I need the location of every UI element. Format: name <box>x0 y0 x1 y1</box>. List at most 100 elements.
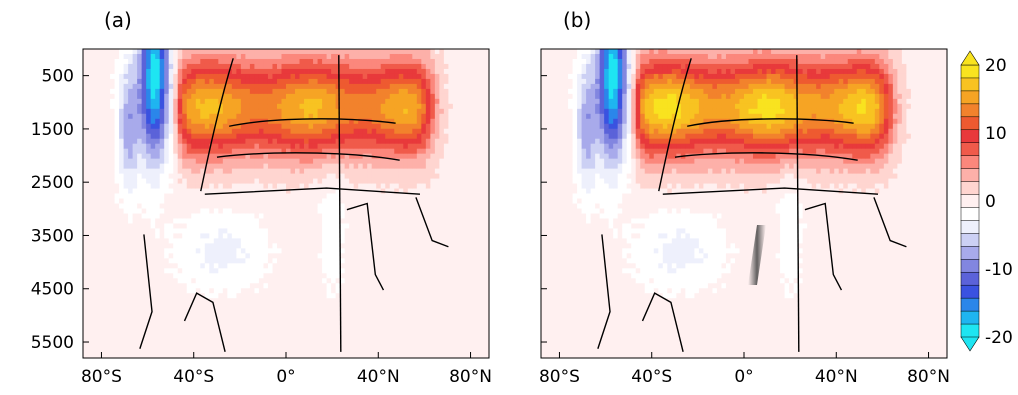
field-cell <box>425 233 431 239</box>
field-cell <box>304 153 309 160</box>
field-cell <box>367 138 373 145</box>
field-cell <box>439 258 445 264</box>
field-cell <box>146 173 152 179</box>
field-cell <box>195 53 201 60</box>
field-cell <box>123 298 129 304</box>
field-cell <box>164 253 170 259</box>
field-cell <box>367 288 373 294</box>
field-cell <box>394 113 400 120</box>
field-cell <box>276 283 282 289</box>
field-cell <box>407 83 413 90</box>
field-cell <box>101 278 106 284</box>
field-cell <box>146 238 152 244</box>
field-cell <box>272 293 278 299</box>
field-cell <box>331 273 337 279</box>
field-cell <box>137 203 143 209</box>
field-cell <box>87 208 93 214</box>
field-cell <box>137 88 143 95</box>
field-cell <box>258 208 264 214</box>
field-cell <box>403 283 409 289</box>
field-cell <box>191 78 197 85</box>
field-cell <box>92 138 97 145</box>
field-cell <box>443 49 449 55</box>
field-cell <box>92 283 97 289</box>
field-cell <box>389 173 395 179</box>
field-cell <box>222 128 228 135</box>
field-cell <box>96 223 102 229</box>
field-cell <box>389 318 395 324</box>
field-cell <box>389 343 395 349</box>
field-cell <box>430 338 436 344</box>
field-cell <box>222 268 228 274</box>
field-cell <box>204 103 210 110</box>
field-cell <box>141 73 147 80</box>
field-cell <box>182 273 188 279</box>
field-cell <box>389 193 395 199</box>
field-cell <box>87 158 93 165</box>
field-cell <box>137 188 143 194</box>
field-cell <box>83 278 88 284</box>
field-cell <box>137 228 143 234</box>
field-cell <box>430 273 436 279</box>
field-cell <box>164 318 170 324</box>
field-cell <box>114 98 120 105</box>
field-cell <box>295 273 300 279</box>
field-cell <box>430 243 436 249</box>
field-cell <box>295 128 300 135</box>
field-cell <box>367 208 373 214</box>
field-cell <box>335 338 341 344</box>
field-cell <box>110 308 115 314</box>
field-cell <box>272 223 278 229</box>
field-cell <box>168 333 174 339</box>
field-cell <box>137 143 143 150</box>
field-cell <box>119 298 124 304</box>
field-cell <box>204 108 210 115</box>
field-cell <box>105 268 111 274</box>
field-cell <box>96 128 102 135</box>
field-cell <box>389 123 395 130</box>
field-cell <box>412 318 418 324</box>
field-cell <box>168 243 174 249</box>
field-cell <box>295 133 300 140</box>
field-cell <box>331 298 337 304</box>
field-cell <box>222 118 228 125</box>
field-cell <box>146 123 152 130</box>
field-cell <box>425 343 431 349</box>
field-cell <box>182 193 188 199</box>
field-cell <box>191 238 197 244</box>
field-cell <box>128 348 134 354</box>
field-cell <box>110 173 115 179</box>
field-cell <box>380 353 386 358</box>
field-cell <box>92 143 97 150</box>
field-cell <box>349 213 355 219</box>
field-cell <box>362 63 368 70</box>
field-cell <box>195 173 201 179</box>
field-cell <box>87 318 93 324</box>
field-cell <box>110 218 115 224</box>
field-cell <box>146 103 152 110</box>
field-cell <box>177 63 183 70</box>
field-cell <box>385 148 391 155</box>
field-cell <box>335 88 341 95</box>
field-cell <box>168 53 174 60</box>
field-cell <box>245 283 251 289</box>
field-cell <box>254 183 260 189</box>
field-cell <box>191 73 197 80</box>
field-cell <box>371 238 377 244</box>
field-cell <box>186 68 192 75</box>
field-cell <box>308 183 314 189</box>
field-cell <box>177 348 183 354</box>
field-cell <box>123 313 129 319</box>
field-cell <box>236 83 242 90</box>
field-cell <box>340 328 346 334</box>
field-cell <box>83 223 88 229</box>
field-cell <box>114 258 120 264</box>
field-cell <box>295 233 300 239</box>
field-cell <box>213 108 219 115</box>
field-cell <box>114 313 120 319</box>
field-cell <box>349 133 355 140</box>
field-cell <box>434 49 440 55</box>
field-cell <box>385 118 391 125</box>
field-cell <box>344 193 350 199</box>
field-cell <box>267 73 273 80</box>
